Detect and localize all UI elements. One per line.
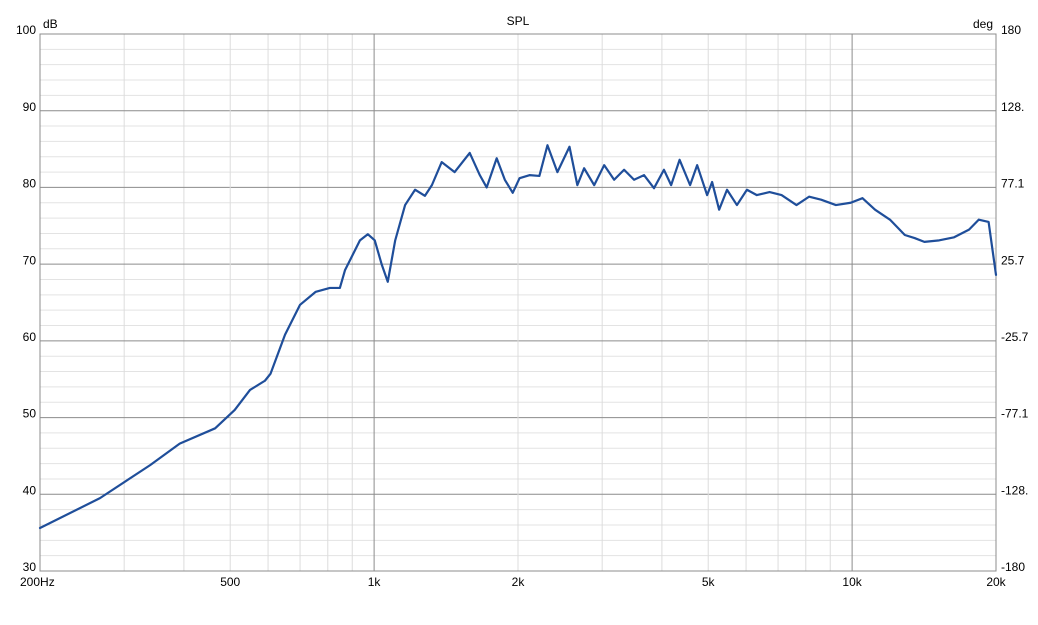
x-tick-label: 500: [220, 575, 240, 589]
y2-tick-label: -77.1: [1001, 407, 1029, 421]
y-tick-label: 30: [23, 560, 37, 574]
x-tick-label: 2k: [512, 575, 526, 589]
y-tick-label: 90: [23, 100, 37, 114]
x-tick-label: 200Hz: [20, 575, 55, 589]
plot-area: [38, 144, 998, 530]
y2-tick-label: -180: [1001, 560, 1025, 574]
grid: [39, 33, 997, 572]
y-tick-label: 80: [23, 177, 37, 191]
y-tick-label: 40: [23, 483, 37, 497]
y-tick-label: 50: [23, 407, 37, 421]
y2-tick-label: 180: [1001, 23, 1021, 37]
chart-title: SPL: [507, 14, 530, 28]
plot-border: [39, 33, 997, 572]
y2-tick-label: 77.1: [1001, 177, 1025, 191]
y-tick-label: 70: [23, 253, 37, 267]
y2-tick-label: 25.7: [1001, 253, 1025, 267]
y2-tick-label: 128.: [1001, 100, 1024, 114]
spl-line: [38, 144, 998, 530]
y2-tick-label: -128.: [1001, 484, 1028, 498]
y-tick-label: 60: [23, 330, 37, 344]
y-tick-label: 100: [16, 23, 36, 37]
y2-axis-unit: deg: [973, 17, 993, 31]
y-axis-unit: dB: [43, 17, 58, 31]
x-tick-label: 10k: [842, 575, 862, 589]
y2-tick-label: -25.7: [1001, 330, 1029, 344]
x-tick-label: 20k: [986, 575, 1006, 589]
x-tick-label: 5k: [702, 575, 716, 589]
x-tick-label: 1k: [368, 575, 382, 589]
